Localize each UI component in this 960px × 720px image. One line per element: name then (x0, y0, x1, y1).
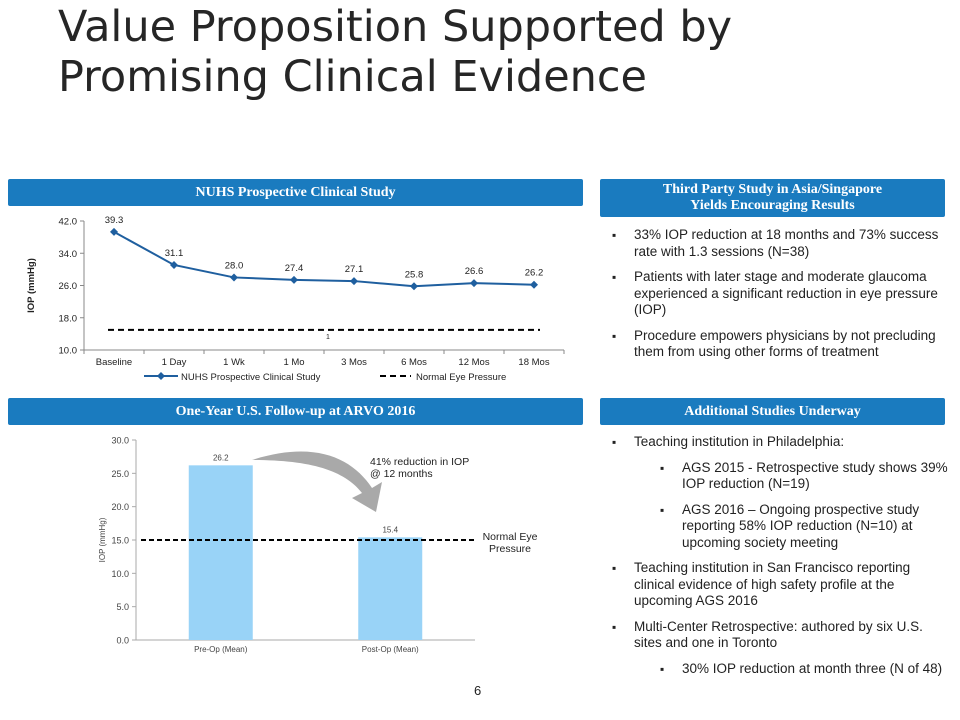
y-tick-label: 42.0 (59, 217, 78, 228)
third-party-header-line-2: Yields Encouraging Results (690, 198, 855, 213)
data-label: 39.3 (105, 215, 124, 226)
y-tick-label: 15.0 (111, 536, 129, 546)
x-tick-label: Baseline (96, 357, 132, 368)
data-point (290, 275, 298, 284)
normal-pressure-label-line-2: Pressure (489, 543, 531, 555)
x-tick-label: 1 Wk (223, 357, 245, 368)
y-tick-label: 18.0 (59, 313, 78, 324)
title-line-1: Value Proposition Supported by (58, 2, 733, 52)
third-party-header-line-1: Third Party Study in Asia/Singapore (662, 182, 883, 197)
data-label: 31.1 (165, 248, 184, 259)
x-tick-label: 12 Mos (458, 357, 489, 368)
title-line-2: Promising Clinical Evidence (58, 52, 648, 102)
additional-studies-bullets: Teaching institution in Philadelphia: AG… (610, 434, 950, 686)
nuhs-line-chart: 10.0 18.0 26.0 34.0 42.0 Baseline 1 Day 1 Wk 1 M… (26, 215, 565, 383)
bar (358, 537, 423, 640)
page-number: 6 (474, 683, 482, 698)
data-point (530, 280, 538, 289)
y-tick-label: 25.0 (111, 469, 129, 479)
list-item: Teaching institution in San Francisco re… (610, 560, 950, 610)
data-label: 26.6 (465, 266, 484, 277)
data-label: 27.4 (285, 263, 304, 274)
bar (188, 465, 253, 640)
y-tick-label: 34.0 (59, 249, 78, 260)
data-label: 27.1 (345, 264, 364, 275)
page-title: Value Proposition Supported by Promising… (58, 2, 918, 102)
x-tick-label: 1 Day (162, 357, 187, 368)
data-label: 25.8 (405, 269, 424, 280)
legend-series-marker (157, 372, 165, 380)
data-label: 28.0 (225, 260, 244, 271)
normal-pressure-line-label: 1 (326, 334, 330, 341)
reduction-annotation-line-2: @ 12 months (370, 468, 433, 480)
sub-list-item: 30% IOP reduction at month three (N of 4… (610, 661, 950, 678)
data-point (170, 260, 178, 269)
data-point (110, 227, 118, 236)
y-tick-label: 5.0 (116, 602, 129, 612)
data-label: 15.4 (382, 525, 398, 534)
list-item: 33% IOP reduction at 18 months and 73% s… (610, 227, 945, 260)
x-tick-label: 18 Mos (518, 357, 549, 368)
x-tick-label: Pre-Op (Mean) (194, 645, 248, 654)
third-party-header: Third Party Study in Asia/Singapore Yiel… (600, 179, 945, 217)
additional-studies-header: Additional Studies Underway (600, 398, 945, 425)
nuhs-header: NUHS Prospective Clinical Study (8, 179, 583, 206)
y-axis-label: IOP (mmHg) (98, 517, 107, 562)
sub-list-item: AGS 2016 – Ongoing prospective study rep… (610, 502, 950, 552)
list-item: Multi-Center Retrospective: authored by … (610, 619, 950, 652)
data-point (230, 273, 238, 282)
reduction-arrow (252, 451, 382, 512)
third-party-bullets: 33% IOP reduction at 18 months and 73% s… (610, 227, 945, 370)
data-point (410, 282, 418, 291)
reduction-annotation-line-1: 41% reduction in IOP (370, 456, 469, 468)
x-tick-label: 6 Mos (401, 357, 427, 368)
x-tick-label: 3 Mos (341, 357, 367, 368)
x-tick-label: Post-Op (Mean) (362, 645, 419, 654)
data-point (470, 279, 478, 288)
data-label: 26.2 (213, 453, 229, 462)
data-label: 26.2 (525, 268, 544, 279)
sub-list-item: AGS 2015 - Retrospective study shows 39%… (610, 460, 950, 493)
legend-series-label: NUHS Prospective Clinical Study (181, 372, 321, 383)
y-tick-label: 0.0 (116, 636, 129, 646)
y-tick-label: 26.0 (59, 281, 78, 292)
y-tick-label: 30.0 (111, 436, 129, 446)
y-tick-label: 10.0 (111, 569, 129, 579)
x-tick-label: 1 Mo (283, 357, 304, 368)
arvo-header: One-Year U.S. Follow-up at ARVO 2016 (8, 398, 583, 425)
series-line (113, 231, 535, 288)
legend-normal-label: Normal Eye Pressure (416, 372, 506, 383)
list-item: Patients with later stage and moderate g… (610, 269, 945, 319)
list-item: Teaching institution in Philadelphia: (610, 434, 950, 451)
arvo-bar-chart: 0.0 5.0 10.0 15.0 20.0 25.0 30.0 IOP (mmHg) Pre-… (98, 436, 538, 655)
normal-pressure-label-line-1: Normal Eye (483, 531, 538, 543)
y-tick-label: 10.0 (59, 346, 78, 357)
y-axis-label: IOP (mmHg) (26, 258, 37, 313)
data-point (350, 277, 358, 286)
y-tick-label: 20.0 (111, 502, 129, 512)
list-item: Procedure empowers physicians by not pre… (610, 328, 945, 361)
